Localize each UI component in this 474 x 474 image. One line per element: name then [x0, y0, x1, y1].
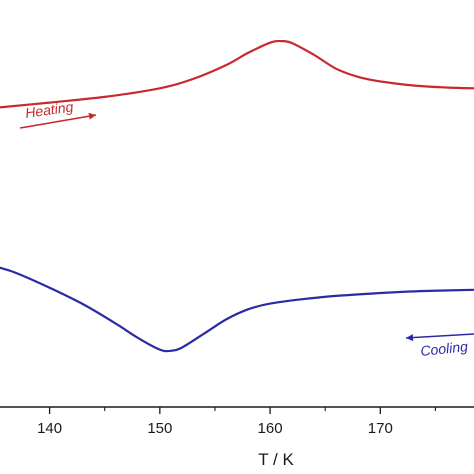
x-tick-label: 160 [258, 420, 283, 437]
x-tick-label: 170 [368, 420, 393, 437]
x-axis-title: T / K [258, 450, 294, 469]
heating-label: Heating [24, 98, 74, 121]
heating-arrow [19, 114, 97, 129]
cooling-curve [0, 266, 474, 353]
x-tick-label: 150 [147, 420, 172, 437]
x-tick-label: 140 [37, 420, 62, 437]
cooling-arrow-head [406, 334, 414, 342]
heating-curve [0, 39, 474, 109]
heating-arrow-head [88, 112, 96, 120]
cooling-label: Cooling [420, 338, 469, 359]
cooling-arrow [405, 333, 474, 339]
